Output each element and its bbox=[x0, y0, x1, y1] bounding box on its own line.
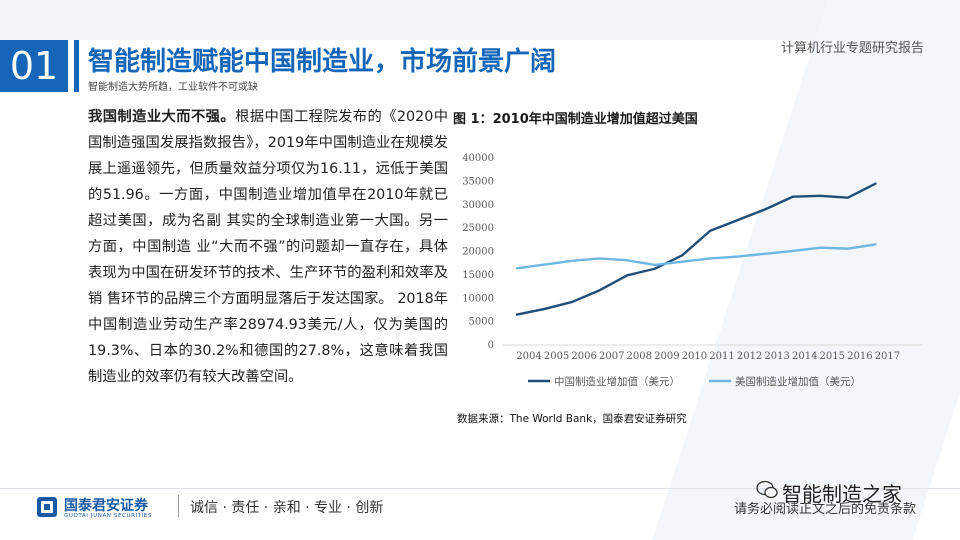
company-motto: 诚信 · 责任 · 亲和 · 专业 · 创新 bbox=[190, 500, 384, 516]
y-tick-label: 5000 bbox=[469, 317, 494, 328]
watermark-text: 智能制造之家 bbox=[782, 482, 902, 506]
body-lead: 我国制造业大而不强。 bbox=[88, 109, 236, 125]
report-type-label: 计算机行业专题研究报告 bbox=[780, 41, 924, 56]
background-band bbox=[0, 0, 960, 40]
x-tick-label: 2007 bbox=[599, 351, 624, 362]
body-text: 根据中国工程院发布的《2020中国制造强国发展指数报告》，2019年中国制造业在… bbox=[88, 109, 449, 385]
disclaimer: 请务必阅读正文之后的免责条款 bbox=[734, 502, 917, 517]
y-axis-ticks: 0 5000 10000 15000 20000 25000 30000 35000 40000 bbox=[462, 153, 494, 351]
legend-label: 中国制造业增加值（美元） bbox=[554, 375, 680, 388]
y-tick-label: 30000 bbox=[462, 200, 494, 211]
y-tick-label: 35000 bbox=[462, 176, 494, 187]
y-tick-label: 10000 bbox=[462, 293, 494, 304]
wechat-icon bbox=[756, 480, 778, 499]
section-number: 01 bbox=[0, 40, 68, 92]
footer-separator bbox=[178, 495, 179, 517]
footer-divider bbox=[0, 488, 960, 489]
x-tick-label: 2011 bbox=[709, 351, 734, 362]
series-lines bbox=[515, 182, 877, 316]
series-line-china bbox=[515, 182, 877, 316]
y-tick-label: 20000 bbox=[462, 247, 494, 258]
legend: 中国制造业增加值（美元） 美国制造业增加值（美元） bbox=[528, 375, 861, 388]
y-tick-label: 25000 bbox=[462, 223, 494, 234]
guotai-junan-logo-icon bbox=[37, 497, 57, 517]
x-tick-label: 2008 bbox=[627, 351, 652, 362]
chart-svg: 0 5000 10000 15000 20000 25000 30000 35000 40000… bbox=[462, 153, 923, 388]
page-title: 智能制造赋能中国制造业，市场前景广阔 bbox=[88, 47, 557, 77]
x-tick-label: 2016 bbox=[847, 351, 872, 362]
x-tick-label: 2012 bbox=[737, 351, 762, 362]
y-tick-label: 40000 bbox=[462, 153, 494, 164]
title-accent-bar bbox=[74, 40, 79, 92]
x-tick-label: 2013 bbox=[764, 351, 789, 362]
company-name: 国泰君安证券 bbox=[64, 498, 148, 514]
y-tick-label: 0 bbox=[488, 340, 494, 351]
x-tick-label: 2017 bbox=[875, 351, 900, 362]
y-tick-label: 15000 bbox=[462, 270, 494, 281]
x-tick-label: 2006 bbox=[571, 351, 596, 362]
figure-title: 图 1：2010年中国制造业增加值超过美国 bbox=[453, 112, 698, 127]
legend-label: 美国制造业增加值（美元） bbox=[735, 375, 861, 388]
series-line-us bbox=[515, 243, 877, 270]
page-subtitle: 智能制造大势所趋，工业软件不可或缺 bbox=[88, 82, 258, 93]
x-tick-label: 2005 bbox=[544, 351, 569, 362]
x-tick-label: 2004 bbox=[516, 351, 541, 362]
company-name-en: GUOTAI JUNAN SECURITIES bbox=[64, 513, 153, 519]
x-axis-ticks: 2004 2005 2006 2007 2008 2009 2010 2011 2012 2013… bbox=[516, 351, 900, 362]
x-tick-label: 2015 bbox=[820, 351, 845, 362]
x-tick-label: 2014 bbox=[792, 351, 817, 362]
x-tick-label: 2010 bbox=[682, 351, 707, 362]
line-chart: 0 5000 10000 15000 20000 25000 30000 35000 40000… bbox=[453, 140, 955, 398]
x-tick-label: 2009 bbox=[654, 351, 679, 362]
figure-source: 数据来源：The World Bank，国泰君安证券研究 bbox=[457, 413, 687, 425]
body-paragraph: 我国制造业大而不强。根据中国工程院发布的《2020中国制造强国发展指数报告》，2… bbox=[88, 104, 448, 390]
